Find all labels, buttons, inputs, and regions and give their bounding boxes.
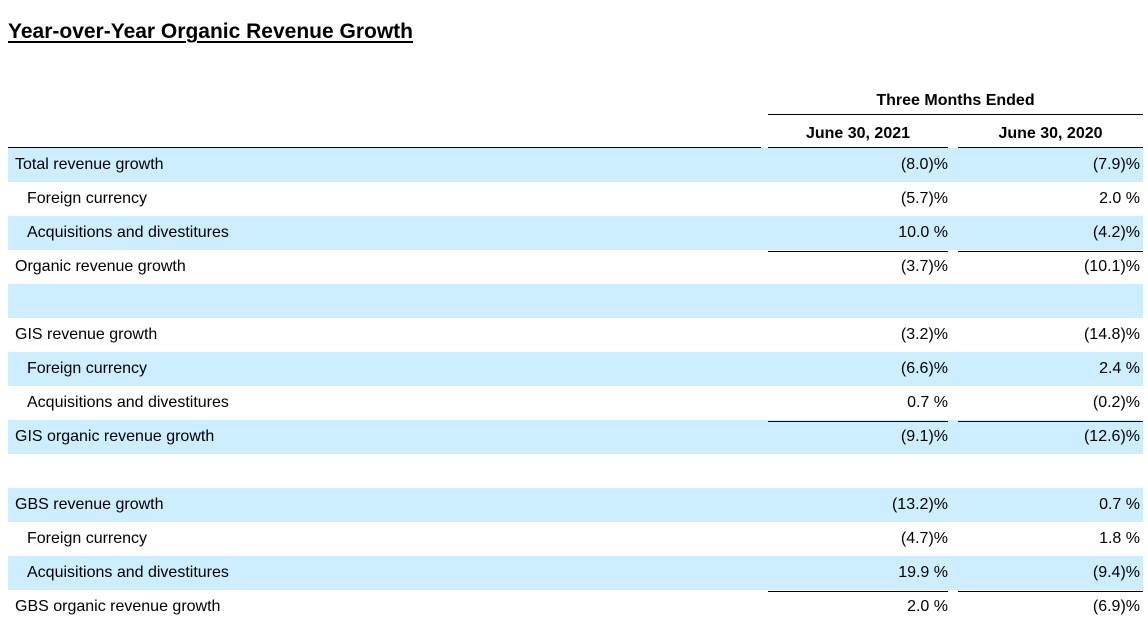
table-row-gbs-foreign-currency: Foreign currency (4.7)% 1.8 %: [8, 522, 1143, 556]
value-2020: 1.8 %: [1099, 530, 1140, 547]
value-2020: (7.9)%: [1092, 156, 1140, 173]
value-2020: (4.2)%: [1092, 224, 1140, 241]
row-label: GBS organic revenue growth: [15, 598, 221, 615]
value-2021: 2.0 %: [768, 590, 948, 624]
value-2020: (6.9)%: [958, 590, 1143, 624]
value-2021: (3.7)%: [768, 250, 948, 284]
row-label: Organic revenue growth: [15, 258, 186, 275]
table-row-gis-organic-revenue-growth: GIS organic revenue growth (9.1)% (12.6)…: [8, 420, 1143, 454]
row-label: Acquisitions and divestitures: [27, 394, 229, 411]
value-2021: 10.0 %: [898, 224, 948, 241]
table-row-spacer: [8, 454, 1143, 488]
value-2020: (12.6)%: [958, 420, 1143, 454]
table-row-spacer: [8, 284, 1143, 318]
value-2021: (5.7)%: [900, 190, 948, 207]
row-label: Acquisitions and divestitures: [27, 564, 229, 581]
row-label: GBS revenue growth: [15, 496, 164, 513]
value-2020: (10.1)%: [958, 250, 1143, 284]
table-row-organic-revenue-growth: Organic revenue growth (3.7)% (10.1)%: [8, 250, 1143, 284]
value-2021: (13.2)%: [891, 496, 948, 513]
row-label: Foreign currency: [27, 360, 148, 377]
table-row-gbs-acquisitions-divestitures: Acquisitions and divestitures 19.9 % (9.…: [8, 556, 1143, 590]
table-row-gis-acquisitions-divestitures: Acquisitions and divestitures 0.7 % (0.2…: [8, 386, 1143, 420]
revenue-growth-table: Total revenue growth (8.0)% (7.9)% Forei…: [8, 148, 1143, 624]
period-header: Three Months Ended: [768, 90, 1143, 115]
value-2021: 0.7 %: [907, 394, 948, 411]
value-2021: (8.0)%: [900, 156, 948, 173]
table-row-acquisitions-divestitures: Acquisitions and divestitures 10.0 % (4.…: [8, 216, 1143, 250]
value-2021: (9.1)%: [768, 420, 948, 454]
table-row-total-revenue-growth: Total revenue growth (8.0)% (7.9)%: [8, 148, 1143, 182]
value-2021: (6.6)%: [900, 360, 948, 377]
table-row-gis-revenue-growth: GIS revenue growth (3.2)% (14.8)%: [8, 318, 1143, 352]
row-label: GIS organic revenue growth: [15, 428, 215, 445]
table-row-gis-foreign-currency: Foreign currency (6.6)% 2.4 %: [8, 352, 1143, 386]
value-2021: (4.7)%: [900, 530, 948, 547]
value-2020: (14.8)%: [1083, 326, 1140, 343]
table-row-foreign-currency: Foreign currency (5.7)% 2.0 %: [8, 182, 1143, 216]
page-title: Year-over-Year Organic Revenue Growth: [8, 20, 413, 43]
value-2020: (9.4)%: [1092, 564, 1140, 581]
value-2021: 19.9 %: [898, 564, 948, 581]
row-label: Acquisitions and divestitures: [27, 224, 229, 241]
value-2020: 2.4 %: [1099, 360, 1140, 377]
row-label: GIS revenue growth: [15, 326, 158, 343]
table-row-gbs-revenue-growth: GBS revenue growth (13.2)% 0.7 %: [8, 488, 1143, 522]
value-2020: 2.0 %: [1099, 190, 1140, 207]
value-2020: 0.7 %: [1099, 496, 1140, 513]
row-label: Foreign currency: [27, 190, 148, 207]
column-header-2021: June 30, 2021: [768, 123, 948, 149]
value-2021: (3.2)%: [900, 326, 948, 343]
row-label: Foreign currency: [27, 530, 148, 547]
column-header-2020: June 30, 2020: [958, 123, 1143, 149]
table-row-gbs-organic-revenue-growth: GBS organic revenue growth 2.0 % (6.9)%: [8, 590, 1143, 624]
row-label: Total revenue growth: [15, 156, 164, 173]
value-2020: (0.2)%: [1092, 394, 1140, 411]
